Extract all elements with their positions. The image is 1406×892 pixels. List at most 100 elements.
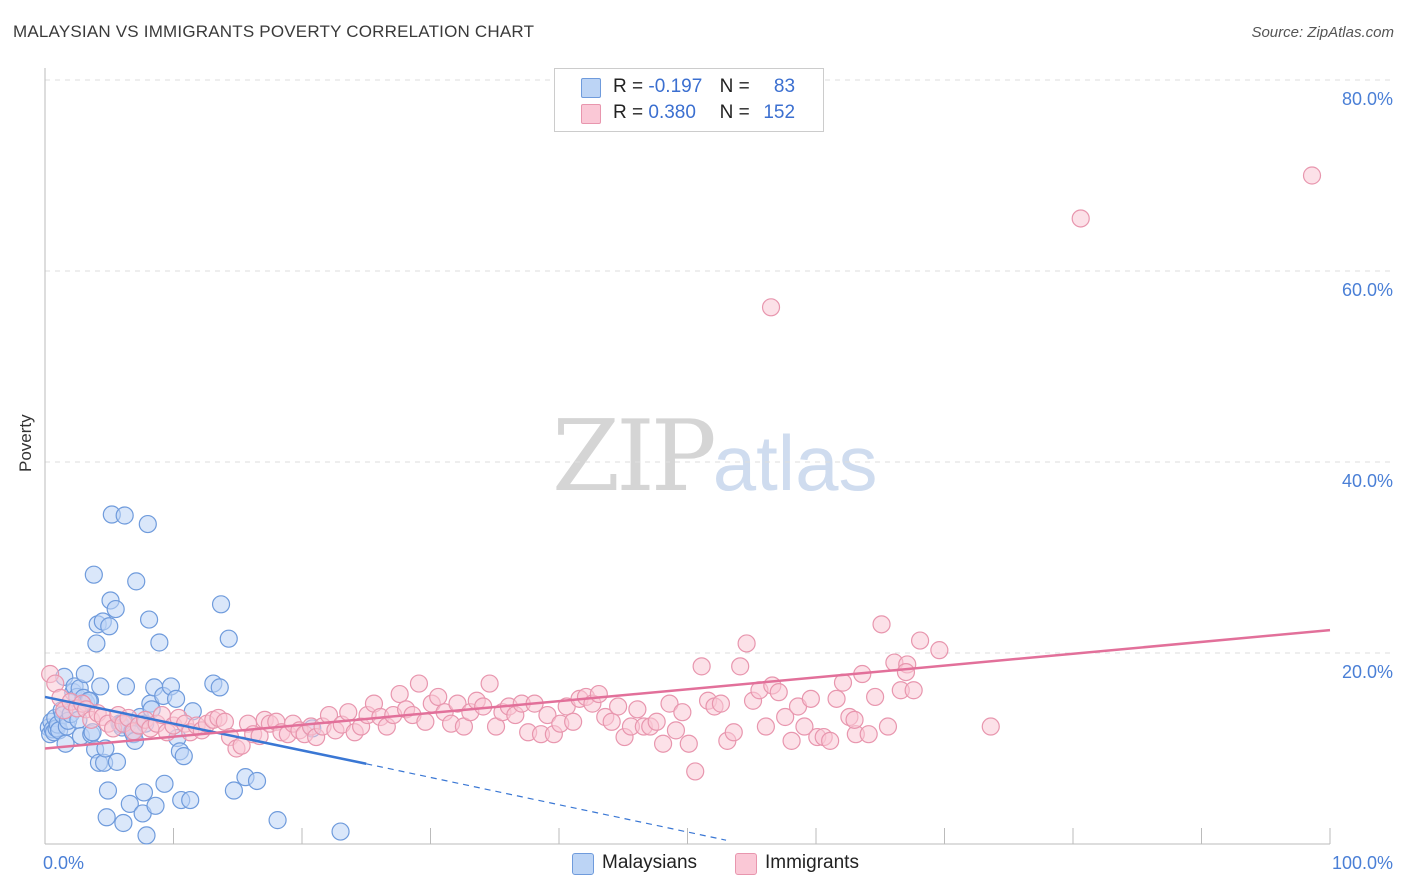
immigrant-point	[653, 734, 673, 753]
watermark: ZIPatlas	[552, 400, 878, 514]
immigrant-point	[448, 694, 467, 713]
malaysian-point	[174, 747, 193, 766]
malaysian-point	[247, 771, 267, 791]
malaysian-point	[114, 813, 133, 833]
malaysian-point	[87, 634, 106, 653]
stats-legend: R = -0.197 N = 83 R = 0.380 N = 152	[554, 68, 824, 132]
malaysians-trendline-extension	[366, 763, 727, 841]
immigrant-point	[679, 734, 698, 753]
malaysian-point	[115, 506, 134, 525]
malaysians-legend-label: Malaysians	[602, 852, 698, 873]
malaysian-point	[134, 783, 154, 802]
watermark-atlas: atlas	[712, 419, 878, 507]
malaysians-legend-swatch	[572, 853, 594, 875]
malaysian-point	[138, 514, 157, 534]
malaysian-point	[106, 599, 125, 619]
immigrant-point	[724, 723, 743, 742]
legend-n-value-malaysians: 83	[773, 76, 796, 97]
immigrant-point	[602, 712, 621, 731]
malaysian-point	[56, 734, 75, 753]
malaysians-trendline	[44, 695, 367, 766]
immigrant-point	[1071, 209, 1090, 228]
immigrant-point	[845, 710, 864, 729]
immigrant-point	[609, 697, 628, 716]
malaysian-point	[127, 572, 146, 591]
legend-n-label: N =	[719, 102, 750, 123]
watermark-zip: ZIP	[552, 400, 717, 514]
malaysian-point	[166, 689, 186, 708]
immigrant-point	[821, 731, 840, 750]
malaysian-point	[120, 794, 139, 813]
y-tick-label: 40.0%	[1342, 471, 1393, 491]
immigrant-point	[801, 689, 820, 708]
immigrants-swatch	[581, 104, 601, 124]
immigrant-point	[866, 687, 885, 707]
malaysian-point	[150, 633, 169, 652]
immigrant-point	[692, 657, 711, 676]
immigrant-point	[930, 641, 949, 660]
malaysian-point	[100, 617, 119, 636]
malaysian-point	[331, 822, 350, 841]
immigrant-point	[666, 721, 686, 740]
immigrant-point	[409, 674, 429, 693]
immigrant-point	[910, 631, 930, 650]
immigrants-legend-swatch	[735, 853, 757, 875]
immigrant-point	[339, 703, 358, 722]
immigrant-point	[731, 657, 750, 676]
malaysian-point	[139, 610, 159, 629]
immigrant-point	[564, 712, 583, 731]
malaysian-point	[146, 796, 165, 815]
malaysian-point	[224, 781, 243, 800]
immigrant-point	[859, 725, 878, 744]
immigrant-point	[538, 705, 557, 725]
malaysian-point	[268, 811, 287, 830]
immigrants-trendline	[44, 628, 1331, 750]
source-credit: Source: ZipAtlas.com	[1251, 24, 1394, 41]
immigrant-point	[981, 717, 1000, 736]
malaysian-point	[107, 752, 127, 771]
immigrant-point	[215, 712, 234, 731]
malaysian-point	[91, 677, 110, 696]
malaysian-point	[116, 677, 136, 696]
immigrant-point	[1302, 166, 1322, 185]
immigrant-point	[686, 762, 705, 781]
legend-r-value-malaysians: -0.197	[648, 76, 703, 97]
immigrant-point	[480, 674, 499, 693]
immigrant-point	[737, 634, 756, 653]
malaysian-point	[211, 595, 231, 614]
legend-r-value-immigrants: 0.380	[648, 102, 696, 123]
malaysian-point	[219, 629, 238, 648]
malaysian-point	[98, 781, 118, 800]
immigrant-point	[878, 717, 898, 736]
x-tick-label: 100.0%	[1332, 853, 1393, 873]
chart-title: MALAYSIAN VS IMMIGRANTS POVERTY CORRELAT…	[13, 22, 535, 41]
immigrant-point	[872, 615, 891, 634]
immigrant-point	[904, 681, 923, 700]
immigrant-point	[628, 700, 647, 719]
malaysian-point	[97, 808, 116, 827]
y-axis-label: Poverty	[16, 414, 35, 472]
malaysian-point	[75, 664, 94, 684]
immigrant-point	[782, 731, 801, 750]
y-tick-label: 60.0%	[1342, 280, 1393, 300]
immigrant-point	[896, 662, 916, 682]
legend-r-label: R =	[613, 102, 644, 123]
immigrant-point	[647, 712, 666, 731]
legend-n-label: N =	[719, 76, 750, 97]
immigrant-point	[660, 694, 679, 713]
malaysian-point	[210, 678, 229, 697]
immigrant-point	[589, 684, 608, 704]
legend-r-label: R =	[613, 76, 644, 97]
x-tick-label: 0.0%	[43, 853, 84, 873]
immigrant-point	[673, 703, 692, 722]
immigrant-point	[711, 694, 731, 713]
malaysian-point	[137, 826, 156, 845]
immigrant-point	[390, 684, 409, 704]
immigrant-point	[416, 712, 435, 731]
malaysian-point	[181, 790, 200, 810]
immigrant-point	[761, 298, 781, 317]
immigrants-legend-label: Immigrants	[765, 852, 859, 873]
legend-n-value-immigrants: 152	[763, 102, 796, 123]
immigrant-point	[776, 707, 795, 727]
